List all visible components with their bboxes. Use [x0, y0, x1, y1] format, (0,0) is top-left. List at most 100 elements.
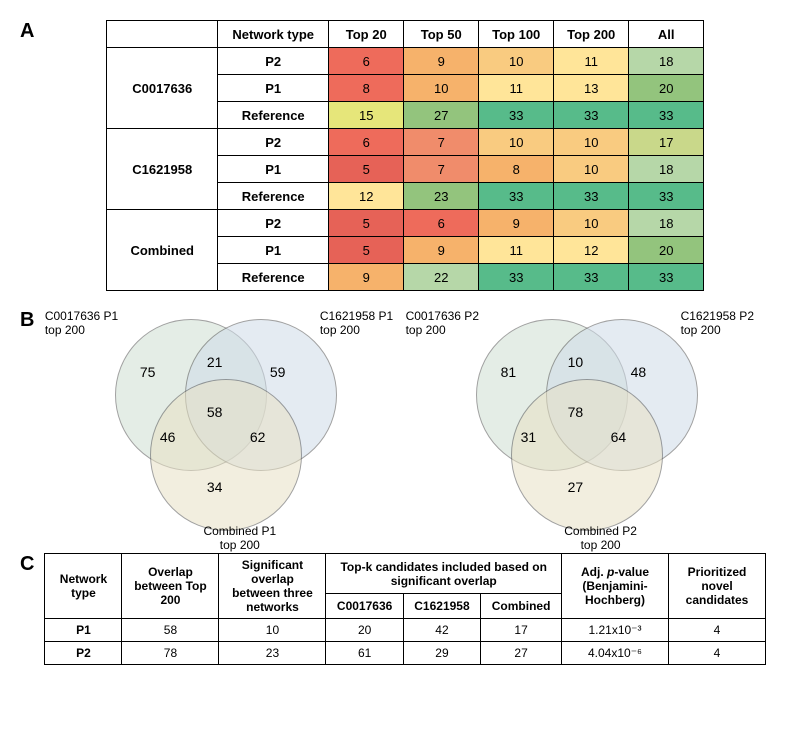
table-a-cell: 22: [404, 264, 479, 291]
table-a-cell: 20: [629, 75, 704, 102]
table-c-subheader: C0017636: [326, 594, 403, 619]
table-c-cell: 29: [403, 642, 480, 665]
table-a-cell: 9: [404, 48, 479, 75]
venn-value: 75: [140, 364, 156, 380]
venn-label: C0017636 P2top 200: [406, 309, 506, 338]
table-a-cell: 33: [629, 102, 704, 129]
table-a-group: C1621958: [107, 129, 218, 210]
table-a-network-type: Reference: [218, 264, 329, 291]
venn-circle: [150, 379, 302, 531]
table-a-header: Top 20: [329, 21, 404, 48]
table-a-header: Top 100: [479, 21, 554, 48]
table-a-network-type: P1: [218, 237, 329, 264]
table-a-cell: 12: [329, 183, 404, 210]
table-c-subheader: Combined: [481, 594, 562, 619]
venn-label: Combined P1top 200: [180, 524, 300, 553]
table-c-subheader: C1621958: [403, 594, 480, 619]
table-a-cell: 5: [329, 156, 404, 183]
table-c-cell: 61: [326, 642, 403, 665]
panel-c-label: C: [20, 553, 34, 576]
table-c-header: Top-k candidates included based on signi…: [326, 554, 562, 594]
table-a-cell: 6: [404, 210, 479, 237]
table-a-network-type: P2: [218, 210, 329, 237]
table-c: Network typeOverlap between Top 200Signi…: [44, 553, 766, 665]
table-a-group: C0017636: [107, 48, 218, 129]
table-a-cell: 5: [329, 237, 404, 264]
table-c-header: Adj. p-value(Benjamini-Hochberg): [562, 554, 669, 619]
table-c-header: Prioritized novel candidates: [669, 554, 766, 619]
table-a-cell: 33: [479, 102, 554, 129]
table-a-network-type: P1: [218, 75, 329, 102]
table-c-cell: 78: [122, 642, 219, 665]
table-a-cell: 9: [329, 264, 404, 291]
table-a-header: Top 200: [554, 21, 629, 48]
venn-value: 78: [568, 404, 584, 420]
table-a-cell: 8: [329, 75, 404, 102]
table-a-cell: 9: [479, 210, 554, 237]
table-a-cell: 10: [554, 129, 629, 156]
table-a-cell: 10: [404, 75, 479, 102]
table-a-network-type: Reference: [218, 183, 329, 210]
venn-right: 81481031647827C0017636 P2top 200C1621958…: [421, 309, 751, 539]
table-a-group: Combined: [107, 210, 218, 291]
table-a-cell: 10: [479, 48, 554, 75]
table-c-cell: 4: [669, 642, 766, 665]
table-a-cell: 11: [554, 48, 629, 75]
table-c-cell: 4.04x10⁻⁶: [562, 642, 669, 665]
venn-circle: [511, 379, 663, 531]
table-a-header: Network type: [218, 21, 329, 48]
table-c-cell: 17: [481, 619, 562, 642]
table-a: Network typeTop 20Top 50Top 100Top 200Al…: [106, 20, 704, 291]
venn-value: 62: [250, 429, 266, 445]
table-c-cell: 42: [403, 619, 480, 642]
venn-value: 21: [207, 354, 223, 370]
table-a-network-type: Reference: [218, 102, 329, 129]
table-a-cell: 11: [479, 75, 554, 102]
table-a-cell: 6: [329, 129, 404, 156]
table-c-cell: 4: [669, 619, 766, 642]
table-a-cell: 33: [629, 183, 704, 210]
table-a-cell: 10: [554, 210, 629, 237]
table-a-blank: [107, 21, 218, 48]
venn-value: 48: [631, 364, 647, 380]
table-a-cell: 18: [629, 210, 704, 237]
table-a-cell: 10: [479, 129, 554, 156]
panel-a-label: A: [20, 20, 34, 43]
table-a-cell: 18: [629, 48, 704, 75]
table-c-cell: 20: [326, 619, 403, 642]
table-a-cell: 7: [404, 129, 479, 156]
table-a-cell: 8: [479, 156, 554, 183]
table-a-cell: 13: [554, 75, 629, 102]
table-a-cell: 12: [554, 237, 629, 264]
venn-label: C0017636 P1top 200: [45, 309, 145, 338]
table-a-cell: 18: [629, 156, 704, 183]
table-c-cell: 58: [122, 619, 219, 642]
venn-value: 10: [568, 354, 584, 370]
venn-value: 81: [501, 364, 517, 380]
table-a-cell: 9: [404, 237, 479, 264]
table-a-network-type: P1: [218, 156, 329, 183]
table-a-cell: 10: [554, 156, 629, 183]
venn-left: 75592146625834C0017636 P1top 200C1621958…: [60, 309, 390, 539]
table-a-cell: 27: [404, 102, 479, 129]
venn-label: C1621958 P2top 200: [681, 309, 781, 338]
venn-value: 34: [207, 479, 223, 495]
table-a-cell: 33: [554, 102, 629, 129]
table-c-header: Overlap between Top 200: [122, 554, 219, 619]
table-a-cell: 33: [554, 183, 629, 210]
table-a-cell: 33: [479, 264, 554, 291]
table-a-cell: 7: [404, 156, 479, 183]
table-a-header: Top 50: [404, 21, 479, 48]
table-a-network-type: P2: [218, 48, 329, 75]
venn-value: 58: [207, 404, 223, 420]
table-c-cell: 23: [219, 642, 326, 665]
venn-label: Combined P2top 200: [541, 524, 661, 553]
table-c-cell: 10: [219, 619, 326, 642]
table-a-network-type: P2: [218, 129, 329, 156]
table-a-cell: 15: [329, 102, 404, 129]
table-a-cell: 23: [404, 183, 479, 210]
table-a-cell: 33: [554, 264, 629, 291]
table-c-header: Significant overlap between three networ…: [219, 554, 326, 619]
table-a-header: All: [629, 21, 704, 48]
table-a-cell: 33: [479, 183, 554, 210]
